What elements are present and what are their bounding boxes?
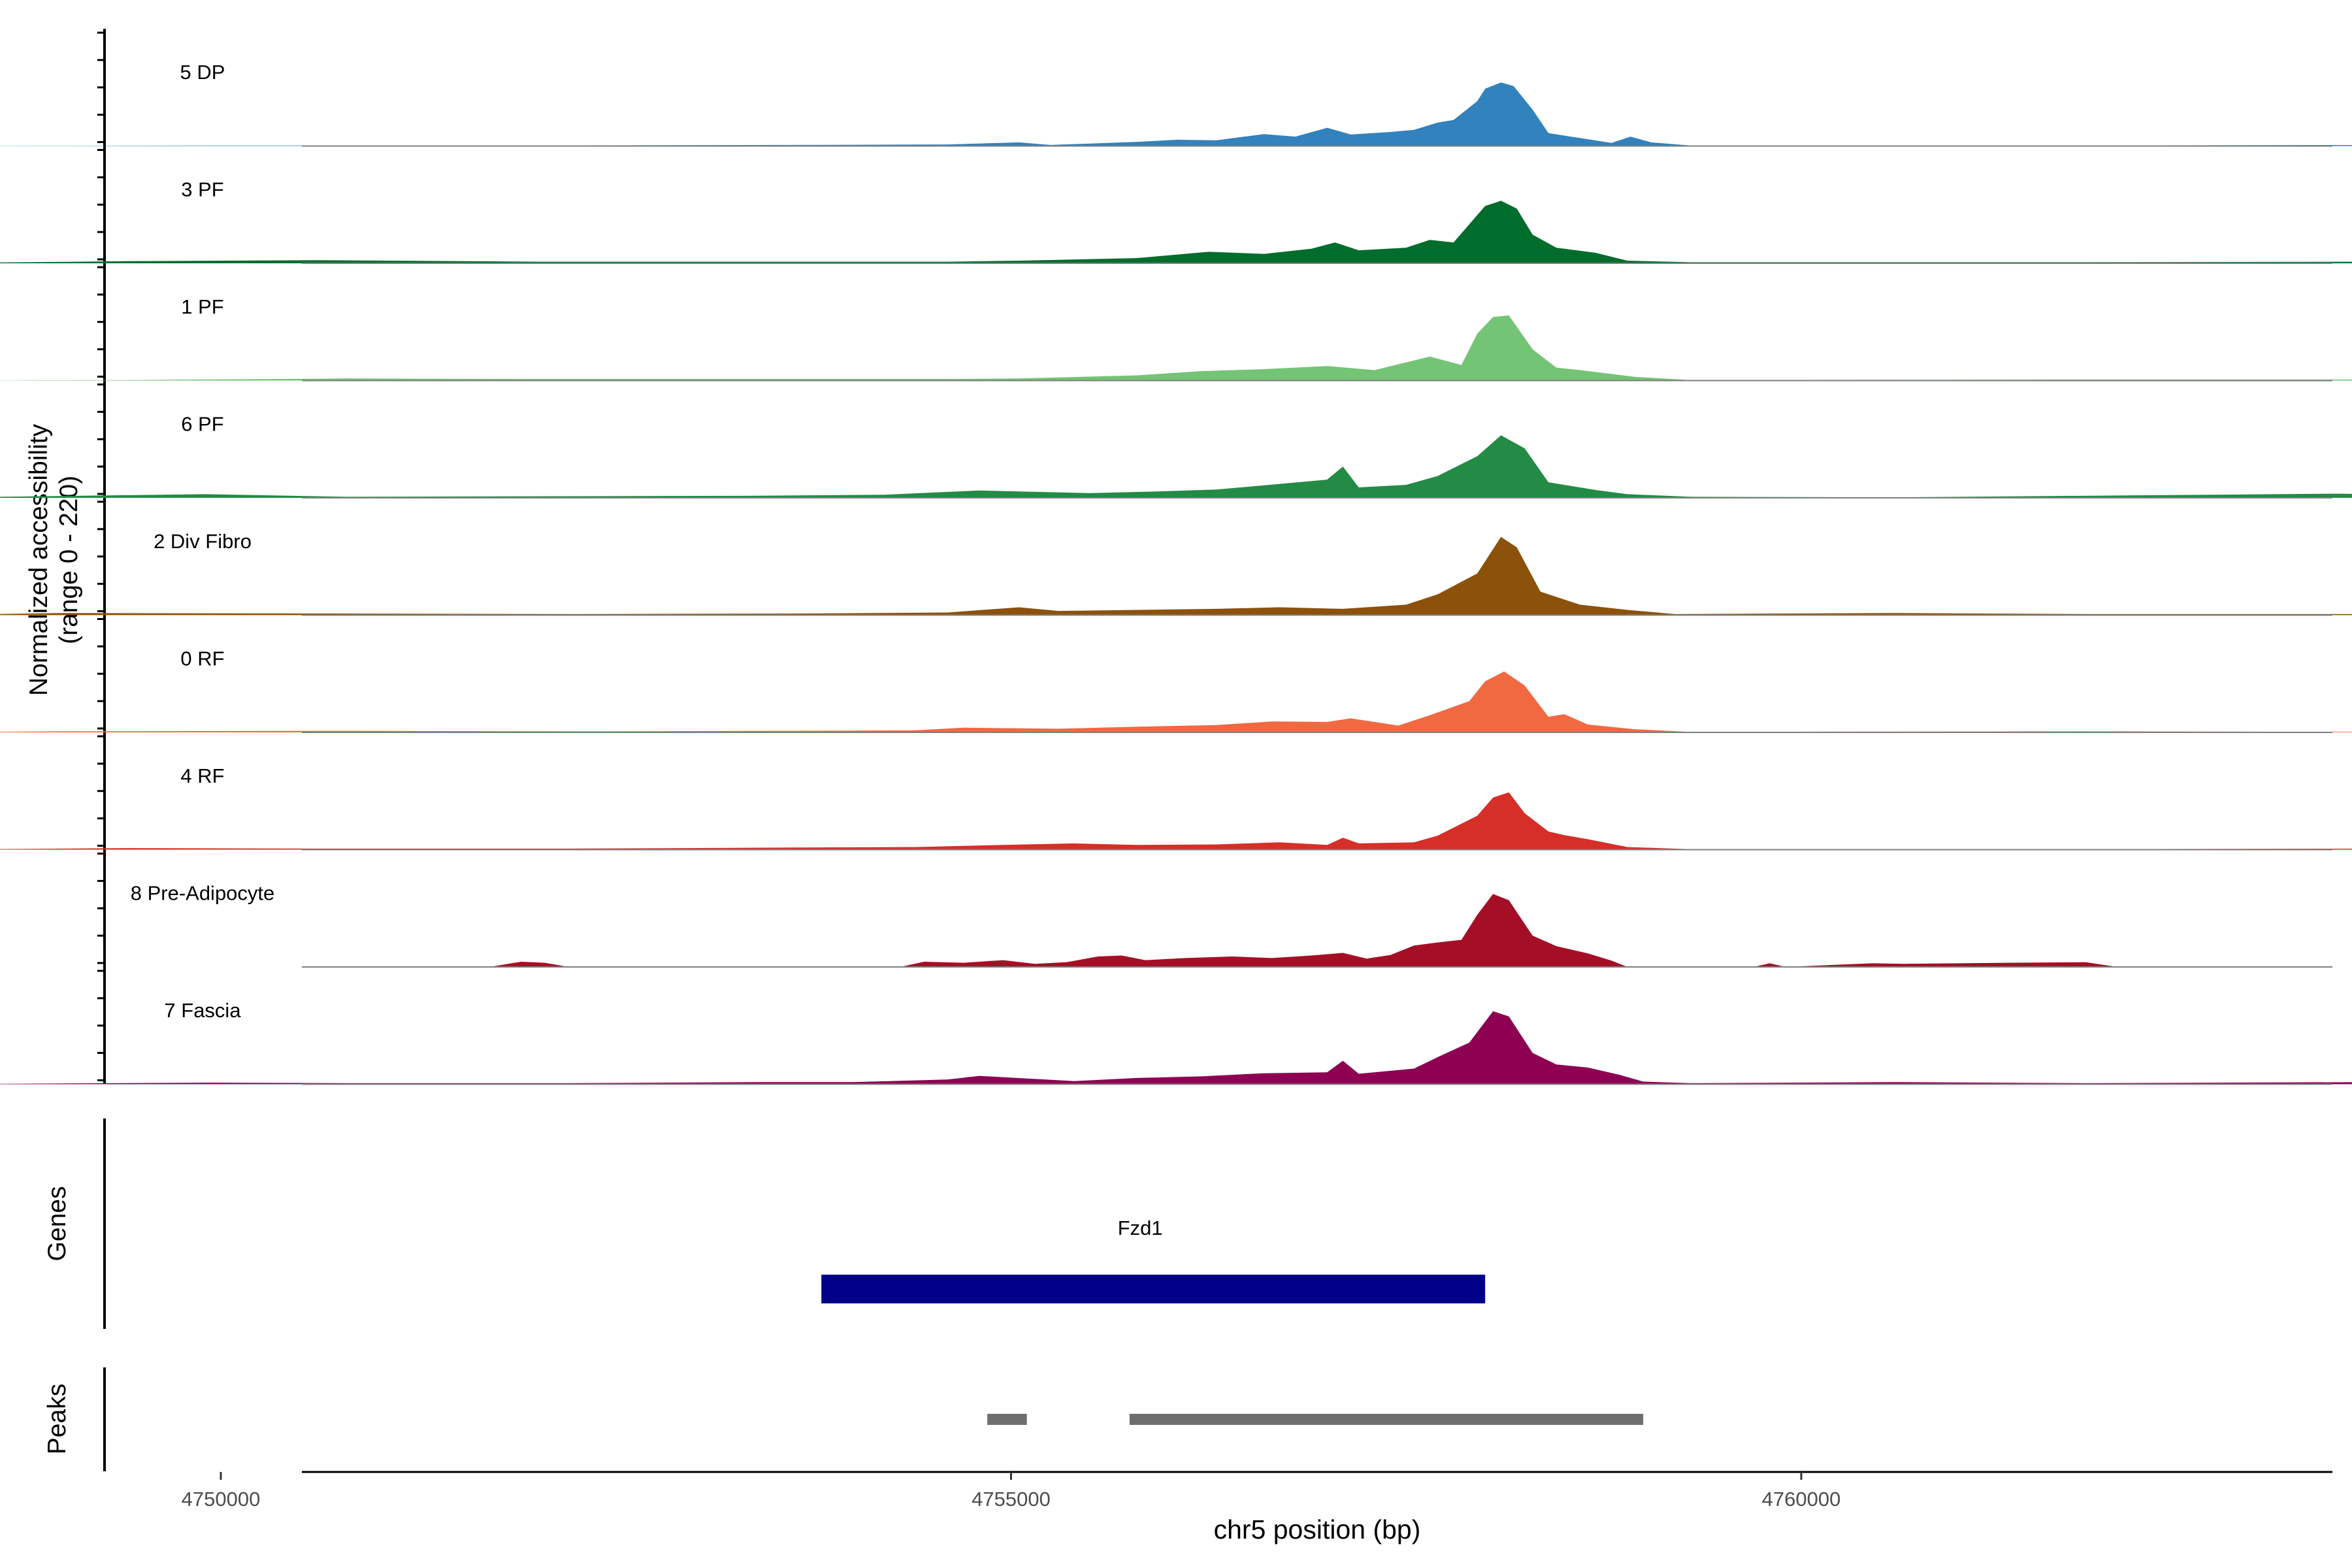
track-label: 8 Pre-Adipocyte: [131, 882, 275, 905]
x-tick-label: 4755000: [972, 1488, 1051, 1511]
coverage-track: 8 Pre-Adipocyte: [0, 882, 2352, 968]
coverage-track: 3 PF: [0, 178, 2352, 264]
coverage-track: 2 Div Fibro: [0, 530, 2352, 616]
genes-track: Fzd1: [821, 1217, 1486, 1303]
track-label: 4 RF: [180, 764, 224, 787]
gene-label: Fzd1: [1118, 1217, 1163, 1239]
peaks-track: [987, 1414, 1644, 1425]
gene-body: [821, 1275, 1486, 1303]
peak-bar: [987, 1414, 1027, 1425]
y-axis-title-line1: Normalized accessibility: [25, 423, 53, 696]
track-label: 2 Div Fibro: [154, 530, 252, 553]
peak-bar: [1129, 1414, 1644, 1425]
peaks-track-label: Peaks: [43, 1384, 71, 1454]
coverage-y-axis: [97, 29, 106, 1085]
coverage-track: 7 Fascia: [0, 999, 2352, 1085]
x-tick-label: 4750000: [182, 1488, 261, 1511]
coverage-track: 0 RF: [0, 647, 2352, 733]
x-axis: 4750000475500047600004765000: [182, 1472, 1841, 1511]
genes-track-label: Genes: [43, 1186, 71, 1262]
x-tick-label: 4760000: [1762, 1488, 1841, 1511]
track-label: 7 Fascia: [164, 999, 241, 1022]
coverage-tracks: 5 DP 3 PF 1 PF 6 PF 2 Div Fibro 0 RF 4 RF 8 Pre…: [0, 61, 2352, 1085]
y-axis-title-line2: (range 0 - 220): [55, 476, 83, 644]
track-label: 1 PF: [181, 295, 223, 318]
track-label: 0 RF: [180, 647, 224, 670]
coverage-track: 6 PF: [0, 413, 2352, 498]
coverage-track: 4 RF: [0, 764, 2352, 851]
coverage-track: 5 DP: [0, 61, 2352, 147]
track-label: 6 PF: [181, 413, 223, 436]
track-label: 5 DP: [180, 61, 225, 84]
coverage-track: 1 PF: [0, 295, 2352, 382]
x-axis-title: chr5 position (bp): [1214, 1514, 1421, 1544]
track-label: 3 PF: [181, 178, 223, 201]
